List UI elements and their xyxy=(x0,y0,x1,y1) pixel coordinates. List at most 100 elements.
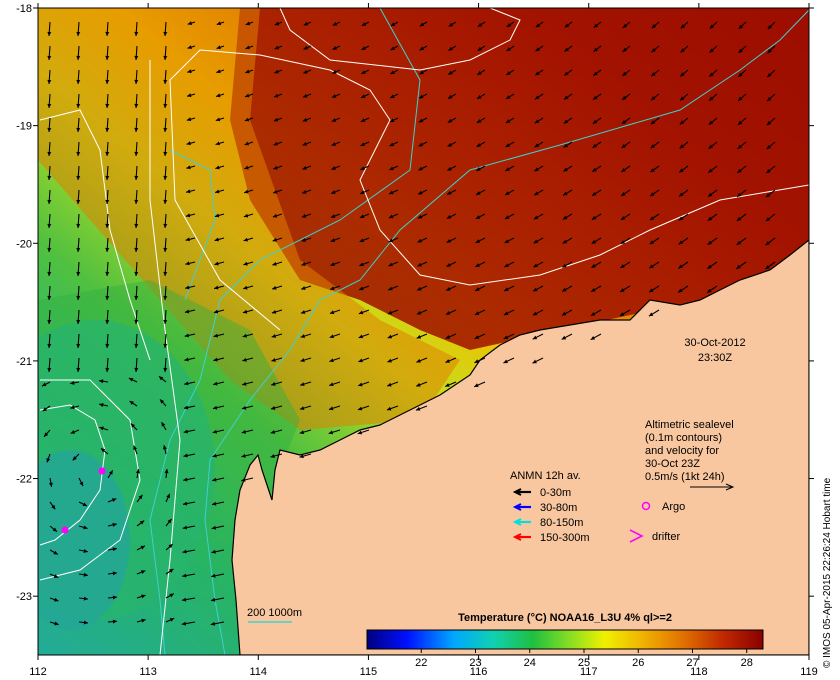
colorbar-tick-label: 22 xyxy=(415,657,427,669)
velocity-arrow-icon xyxy=(503,333,515,340)
orange-water-region xyxy=(38,8,460,430)
velocity-arrow-icon xyxy=(474,285,486,292)
velocity-arrow-icon xyxy=(331,141,341,147)
velocity-arrow-icon xyxy=(212,453,225,458)
velocity-arrow-icon xyxy=(47,357,52,373)
velocity-arrow-icon xyxy=(302,165,312,170)
velocity-arrow-icon xyxy=(76,141,81,157)
velocity-arrow-icon xyxy=(163,93,168,109)
velocity-arrow-icon xyxy=(678,261,689,269)
velocity-arrow-icon xyxy=(591,189,602,197)
legend-item: 80-150m xyxy=(512,517,583,529)
velocity-arrow-icon xyxy=(591,261,602,269)
velocity-arrow-icon xyxy=(165,493,171,503)
velocity-arrow-icon xyxy=(136,520,145,527)
colorbar-tick-label: 26 xyxy=(632,657,644,669)
velocity-arrow-icon xyxy=(185,261,196,266)
velocity-arrow-icon xyxy=(212,477,225,482)
argo-marker xyxy=(98,467,106,475)
velocity-arrow-icon xyxy=(737,69,747,78)
velocity-arrow-icon xyxy=(533,237,544,244)
velocity-arrow-icon xyxy=(766,117,776,126)
velocity-arrow-icon xyxy=(186,141,196,146)
velocity-arrow-icon xyxy=(163,237,168,253)
argo-marker xyxy=(61,526,69,534)
credit-text: © IMOS 05-Apr-2015 22:26:24 Hobart time xyxy=(822,477,833,668)
y-tick-label: -23 xyxy=(16,591,32,603)
velocity-arrow-icon xyxy=(766,141,776,150)
velocity-arrow-icon xyxy=(72,453,80,461)
velocity-arrow-icon xyxy=(765,261,776,270)
velocity-arrow-icon xyxy=(243,189,254,194)
velocity-arrow-icon xyxy=(78,572,88,577)
velocity-arrow-icon xyxy=(359,189,370,195)
velocity-arrow-icon xyxy=(765,237,776,246)
x-tick-label: 118 xyxy=(690,666,708,678)
velocity-arrow-icon xyxy=(387,285,399,291)
velocity-arrow-icon xyxy=(592,141,602,149)
velocity-arrow-icon xyxy=(214,261,225,266)
y-tick-label: -19 xyxy=(16,121,32,133)
velocity-arrow-icon xyxy=(49,549,59,555)
velocity-arrow-icon xyxy=(533,189,544,196)
velocity-arrow-icon xyxy=(476,93,486,100)
isobath-shelf-inner xyxy=(169,149,216,301)
velocity-arrow-icon xyxy=(76,261,81,277)
velocity-arrow-icon xyxy=(213,333,225,338)
velocity-arrow-icon xyxy=(505,141,515,148)
velocity-arrow-icon xyxy=(330,213,341,219)
velocity-arrow-icon xyxy=(680,45,689,53)
velocity-arrow-icon xyxy=(130,423,138,431)
velocity-arrow-icon xyxy=(78,525,88,530)
velocity-arrow-icon xyxy=(476,117,486,124)
velocity-arrow-icon xyxy=(76,333,81,349)
x-tick-label: 116 xyxy=(470,666,488,678)
velocity-arrow-icon xyxy=(163,213,168,229)
velocity-arrow-icon xyxy=(183,453,196,458)
sealevel-contour xyxy=(39,379,141,581)
velocity-arrow-icon xyxy=(165,617,175,623)
velocity-arrow-icon xyxy=(215,165,225,170)
velocity-arrow-icon xyxy=(78,596,88,601)
drifter-legend-icon xyxy=(629,529,644,543)
velocity-arrow-icon xyxy=(163,117,168,133)
velocity-arrow-icon xyxy=(105,333,110,349)
x-tick-label: 113 xyxy=(139,666,157,678)
altimetry-line-4: 30-Oct 23Z xyxy=(645,458,700,470)
velocity-arrow-icon xyxy=(47,309,52,325)
velocity-arrow-icon xyxy=(216,69,225,74)
velocity-arrow-icon xyxy=(503,285,515,292)
velocity-arrow-icon xyxy=(161,421,167,431)
velocity-arrow-icon xyxy=(419,69,428,75)
velocity-arrow-icon xyxy=(593,45,602,53)
velocity-arrow-icon xyxy=(299,405,312,411)
velocity-arrow-icon xyxy=(386,381,399,387)
velocity-arrow-icon xyxy=(272,237,283,242)
velocity-arrow-icon xyxy=(476,141,486,148)
velocity-arrow-icon xyxy=(592,69,602,77)
velocity-arrow-icon xyxy=(677,285,689,293)
velocity-arrow-icon xyxy=(271,381,283,386)
velocity-arrow-icon xyxy=(163,309,168,325)
velocity-arrow-icon xyxy=(477,21,486,28)
velocity-arrow-icon xyxy=(301,261,312,266)
latitude-axis: -18 -19 -20 -21 -22 -23 xyxy=(16,3,814,603)
legend-item: 150-300m xyxy=(512,532,590,544)
velocity-arrow-icon xyxy=(272,213,283,218)
velocity-arrow-icon xyxy=(679,69,689,77)
velocity-arrow-icon xyxy=(183,405,196,410)
velocity-arrow-icon xyxy=(211,501,225,506)
velocity-arrow-icon xyxy=(360,117,370,123)
velocity-arrow-icon xyxy=(214,285,225,290)
velocity-arrow-icon xyxy=(242,381,254,386)
map-frame xyxy=(37,7,810,656)
velocity-arrow-icon xyxy=(448,45,457,51)
velocity-arrow-icon xyxy=(738,21,747,30)
velocity-arrow-icon xyxy=(107,547,117,552)
velocity-arrow-icon xyxy=(182,573,196,578)
velocity-arrow-icon xyxy=(163,357,168,373)
velocity-arrow-icon xyxy=(76,165,81,181)
velocity-arrow-icon xyxy=(447,93,457,99)
velocity-arrow-icon xyxy=(78,477,84,487)
velocity-arrow-icon xyxy=(76,69,81,85)
